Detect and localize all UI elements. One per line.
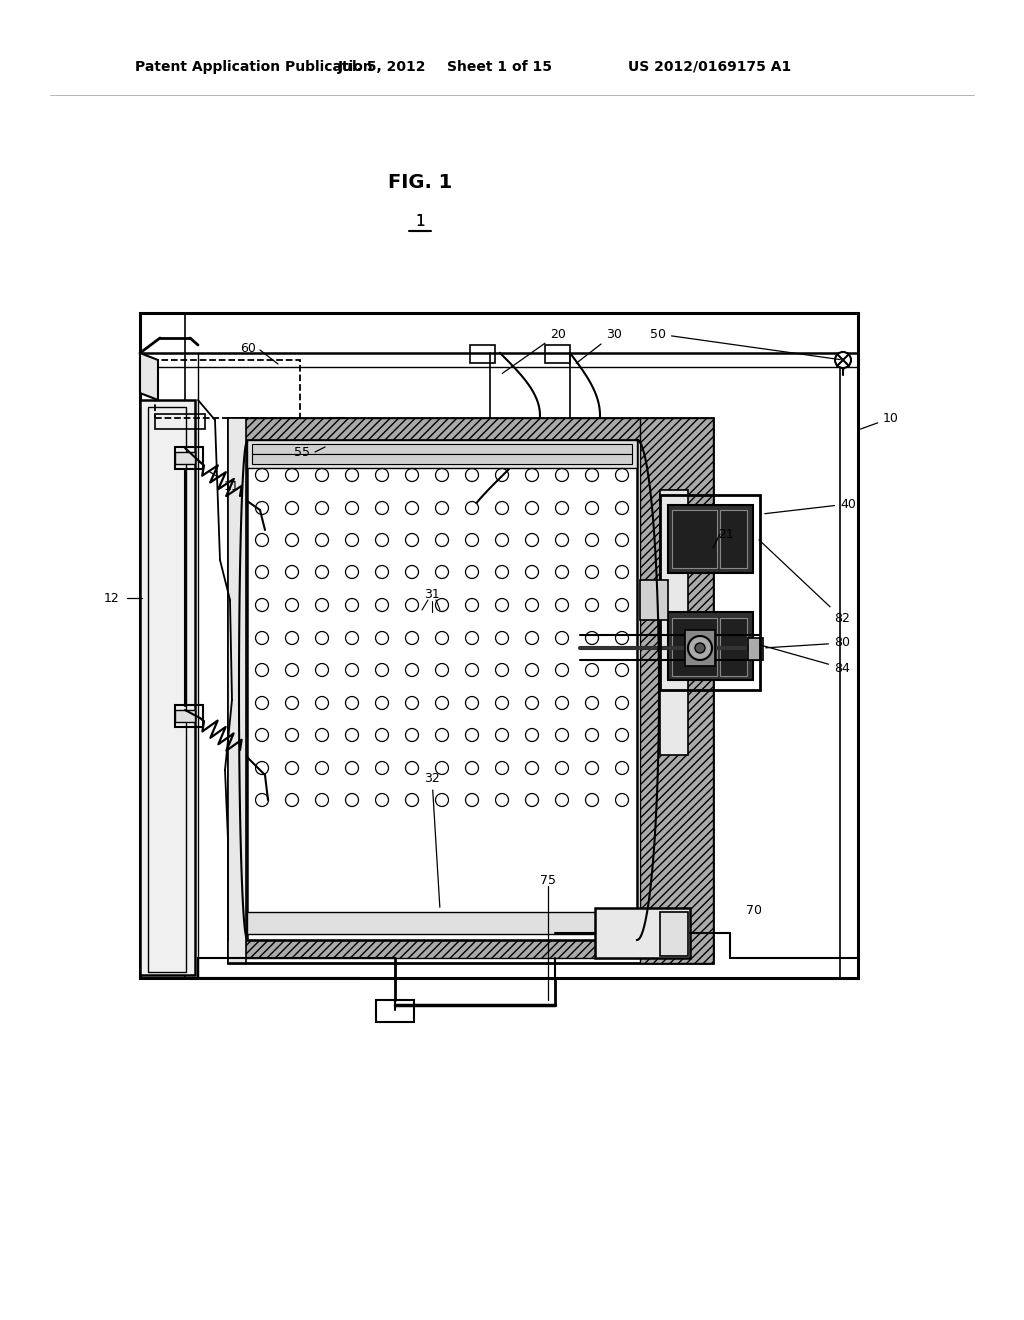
Bar — [247, 912, 637, 935]
Bar — [748, 638, 763, 660]
Text: 20: 20 — [502, 327, 566, 374]
Bar — [660, 912, 688, 956]
Bar — [660, 495, 760, 690]
Bar — [155, 414, 205, 429]
Text: Sheet 1 of 15: Sheet 1 of 15 — [447, 59, 552, 74]
Bar — [175, 447, 203, 469]
Text: 10: 10 — [860, 412, 899, 429]
Text: 82: 82 — [759, 540, 850, 624]
Text: 80: 80 — [766, 636, 850, 649]
Bar — [720, 510, 746, 568]
Bar — [545, 345, 570, 363]
Bar — [660, 490, 688, 755]
Text: 60: 60 — [240, 342, 256, 355]
Bar — [228, 418, 713, 964]
Bar — [148, 407, 186, 972]
Bar — [668, 612, 753, 680]
Text: 50: 50 — [650, 327, 841, 359]
Bar — [470, 345, 495, 363]
Text: 12: 12 — [104, 591, 120, 605]
Bar — [140, 313, 858, 978]
Text: Patent Application Publication: Patent Application Publication — [135, 59, 373, 74]
Circle shape — [835, 352, 851, 368]
Bar — [640, 418, 713, 964]
Text: FIG. 1: FIG. 1 — [388, 173, 453, 193]
Text: 31: 31 — [424, 589, 440, 602]
Text: 1: 1 — [415, 214, 425, 230]
Text: 11: 11 — [209, 471, 240, 492]
Bar — [668, 506, 753, 573]
Bar — [175, 451, 195, 465]
Text: 70: 70 — [746, 903, 762, 916]
Text: 84: 84 — [760, 644, 850, 675]
Text: 1: 1 — [415, 214, 425, 230]
Bar — [247, 440, 637, 940]
Bar — [720, 618, 746, 676]
Bar — [228, 418, 246, 964]
Text: Jul. 5, 2012: Jul. 5, 2012 — [338, 59, 427, 74]
Bar — [175, 705, 203, 727]
Bar — [595, 908, 690, 958]
Text: 30: 30 — [577, 327, 622, 363]
Bar — [155, 360, 300, 418]
Bar — [672, 618, 717, 676]
Bar — [252, 454, 632, 465]
Bar — [640, 579, 668, 620]
Bar — [228, 418, 713, 440]
Bar — [175, 710, 195, 722]
Text: 75: 75 — [540, 874, 556, 887]
Bar — [685, 630, 715, 667]
Bar — [140, 400, 195, 975]
Circle shape — [695, 643, 705, 653]
Text: 40: 40 — [765, 498, 856, 513]
Bar — [228, 940, 713, 958]
Circle shape — [688, 636, 712, 660]
Text: US 2012/0169175 A1: US 2012/0169175 A1 — [628, 59, 792, 74]
Bar — [247, 440, 637, 469]
Bar — [376, 1001, 414, 1022]
Bar — [252, 444, 632, 454]
Text: 32: 32 — [424, 771, 440, 907]
Bar — [672, 510, 717, 568]
Text: 21: 21 — [718, 528, 734, 540]
Text: 55: 55 — [294, 446, 310, 458]
Polygon shape — [140, 352, 158, 400]
